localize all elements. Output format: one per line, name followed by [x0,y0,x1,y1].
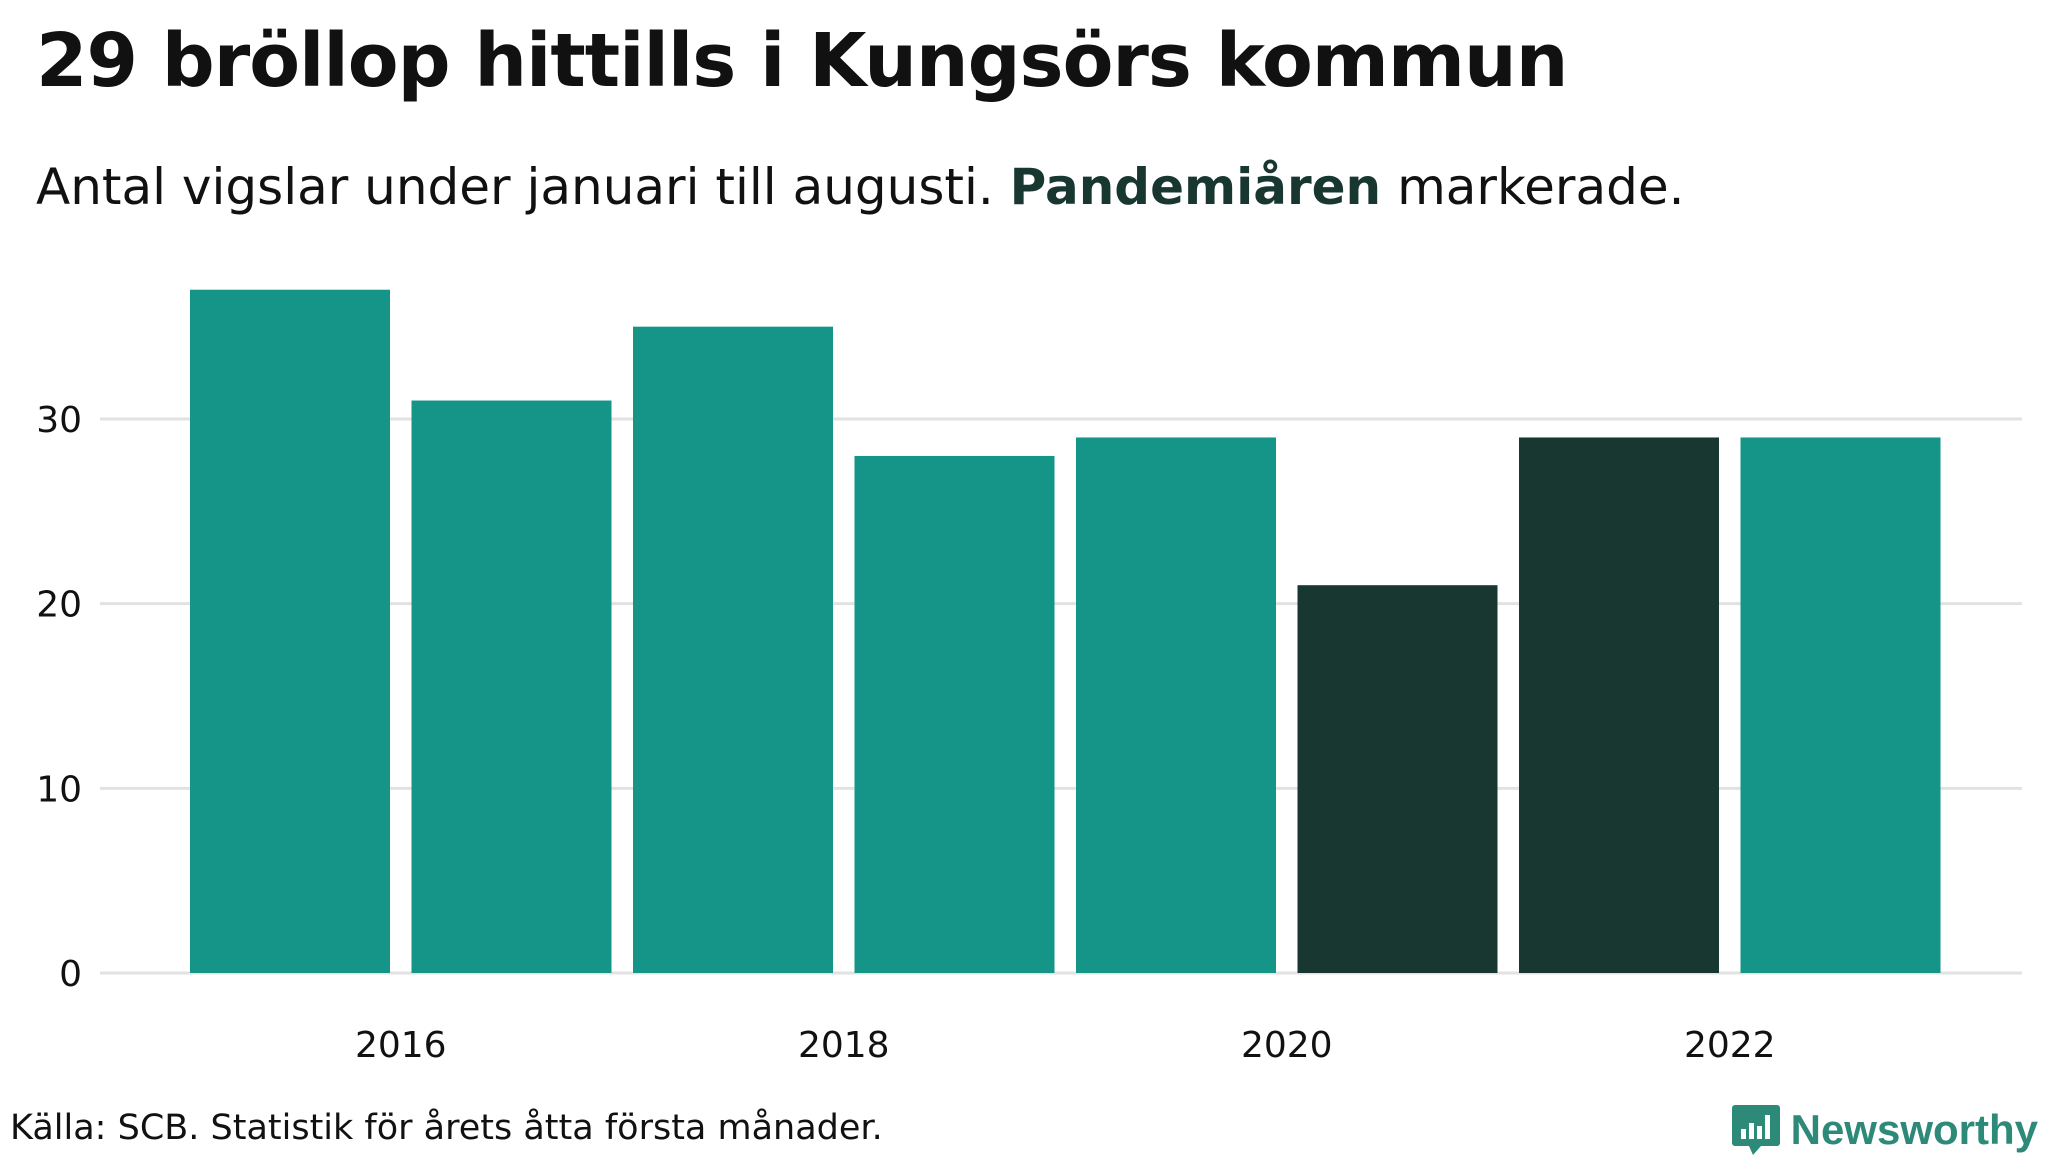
x-tick-label: 2018 [798,1025,890,1066]
subtitle-text-end: markerade. [1397,158,1685,216]
y-tick-label: 10 [36,769,82,810]
logo-text: Newsworthy [1790,1106,2038,1153]
y-tick-label: 30 [36,400,82,441]
source-note: Källa: SCB. Statistik för årets åtta för… [10,1108,883,1148]
y-axis-ticks: 0 10 20 30 [36,400,82,995]
newsworthy-logo: Newsworthy [1731,1100,2038,1160]
subtitle-text: Antal vigslar under januari till augusti… [36,158,994,216]
chart-title: 29 bröllop hittills i Kungsörs kommun [36,18,1568,104]
logo-icon [1731,1105,1780,1155]
x-axis-ticks: 2016 2018 2020 2022 [355,1025,1776,1066]
bar-2019 [1076,437,1276,973]
bar-2016 [411,400,612,973]
bar-2020 [1297,585,1498,973]
bar-2017 [633,326,833,974]
subtitle-highlight: Pandemiåren [1009,158,1382,216]
chart-subtitle: Antal vigslar under januari till augusti… [36,158,1685,216]
x-tick-label: 2016 [355,1025,447,1066]
x-tick-label: 2020 [1241,1025,1333,1066]
y-tick-label: 20 [36,585,82,626]
bar-2015 [190,289,390,973]
bar-2021 [1519,437,1719,973]
bar-2018 [854,455,1055,973]
bar-2022 [1740,437,1941,973]
y-tick-label: 0 [59,954,82,995]
bars [190,289,1941,974]
x-tick-label: 2022 [1684,1025,1776,1066]
